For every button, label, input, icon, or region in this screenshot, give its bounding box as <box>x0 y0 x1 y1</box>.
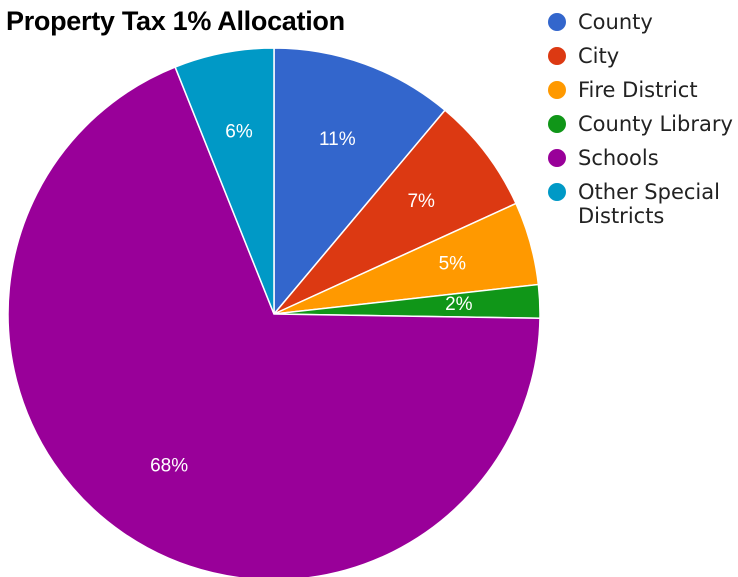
legend-item-county: County <box>548 10 738 34</box>
pie-slice-county <box>273 47 447 317</box>
legend-label: County <box>578 10 653 34</box>
slice-label-city: 7% <box>407 191 435 212</box>
pie-slice-city <box>273 109 517 315</box>
slice-label-county-library: 2% <box>445 294 473 315</box>
legend: County City Fire District County Library Sch… <box>548 10 738 238</box>
slice-label-schools: 68% <box>150 455 188 476</box>
slice-label-county: 11% <box>319 129 356 150</box>
legend-item-county-library: County Library <box>548 112 738 136</box>
legend-swatch <box>548 115 566 133</box>
legend-swatch <box>548 81 566 99</box>
legend-swatch <box>548 47 566 65</box>
pie-slice-schools <box>7 66 541 577</box>
legend-item-city: City <box>548 44 738 68</box>
legend-swatch <box>548 149 566 167</box>
legend-item-schools: Schools <box>548 146 738 170</box>
legend-label: Schools <box>578 146 659 170</box>
legend-swatch <box>548 183 566 201</box>
legend-item-fire-district: Fire District <box>548 78 738 102</box>
legend-label: City <box>578 44 620 68</box>
legend-item-other-special-districts: Other Special Districts <box>548 180 738 228</box>
chart-title: Property Tax 1% Allocation <box>6 6 345 36</box>
pie-slice-other-special-districts <box>174 47 275 315</box>
legend-label: Other Special Districts <box>578 180 720 228</box>
slice-label-other-special-districts: 6% <box>225 121 253 142</box>
legend-label: County Library <box>578 112 733 136</box>
slice-label-fire-district: 5% <box>439 254 467 275</box>
legend-swatch <box>548 13 566 31</box>
legend-label: Fire District <box>578 78 698 102</box>
